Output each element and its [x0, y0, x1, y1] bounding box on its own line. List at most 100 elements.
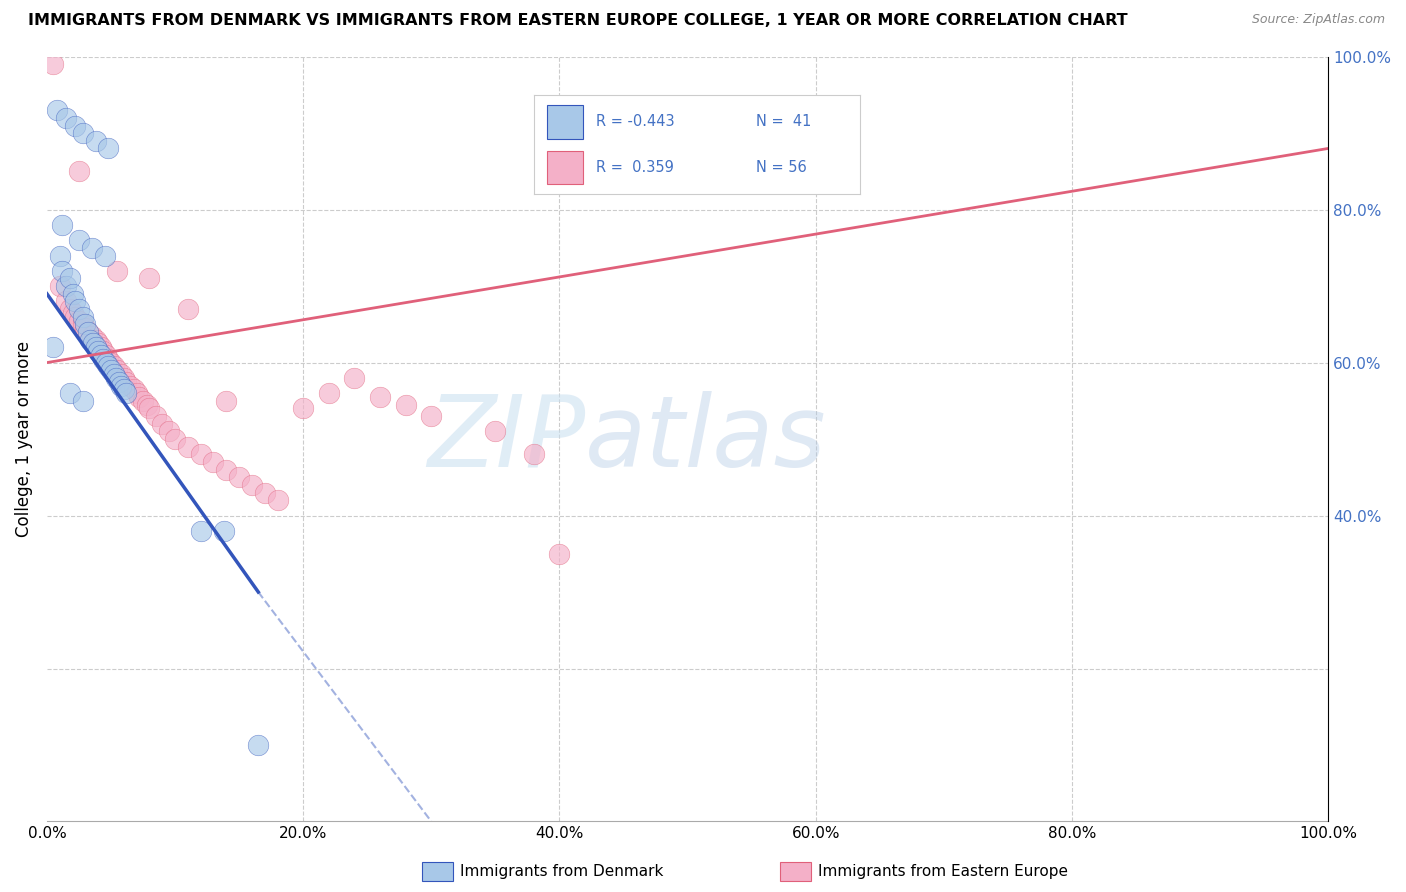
Point — [72, 318, 94, 332]
Point — [97, 351, 120, 366]
Point — [107, 375, 129, 389]
Point — [90, 348, 112, 362]
Point — [59, 301, 82, 316]
Point — [84, 340, 107, 354]
Point — [77, 325, 100, 339]
Point — [292, 401, 315, 416]
Point — [100, 355, 122, 369]
Point — [215, 463, 238, 477]
Point — [67, 301, 90, 316]
Point — [122, 383, 145, 397]
Point — [105, 371, 128, 385]
Point — [80, 328, 103, 343]
Point — [62, 286, 84, 301]
Point — [177, 301, 200, 316]
Point — [190, 524, 212, 538]
Point — [100, 363, 122, 377]
Point — [138, 401, 160, 416]
Point — [110, 367, 132, 381]
Point — [72, 393, 94, 408]
Text: ZIP: ZIP — [427, 391, 585, 488]
Point — [67, 233, 90, 247]
Point — [247, 738, 270, 752]
Point — [120, 378, 142, 392]
Point — [94, 355, 117, 369]
Point — [163, 432, 186, 446]
Point — [94, 348, 117, 362]
Y-axis label: College, 1 year or more: College, 1 year or more — [15, 341, 32, 537]
Point — [125, 386, 148, 401]
Point — [318, 386, 340, 401]
Point — [67, 313, 90, 327]
Point — [63, 310, 86, 324]
Point — [90, 340, 112, 354]
Point — [48, 248, 70, 262]
Point — [46, 103, 69, 118]
Point — [212, 524, 235, 538]
Text: Source: ZipAtlas.com: Source: ZipAtlas.com — [1251, 13, 1385, 27]
Point — [42, 340, 65, 354]
Point — [240, 478, 263, 492]
Point — [103, 359, 125, 374]
Point — [80, 241, 103, 255]
Point — [84, 134, 107, 148]
Point — [202, 455, 225, 469]
Point — [190, 447, 212, 461]
Point — [343, 371, 366, 385]
Point — [150, 417, 173, 431]
Point — [112, 371, 135, 385]
Point — [55, 279, 77, 293]
Text: Immigrants from Denmark: Immigrants from Denmark — [460, 864, 664, 879]
Point — [97, 141, 120, 155]
Point — [87, 344, 110, 359]
Point — [523, 447, 546, 461]
Point — [105, 264, 128, 278]
Point — [72, 126, 94, 140]
Point — [112, 383, 135, 397]
Point — [51, 264, 73, 278]
Point — [110, 378, 132, 392]
Point — [63, 119, 86, 133]
Point — [115, 375, 138, 389]
Text: IMMIGRANTS FROM DENMARK VS IMMIGRANTS FROM EASTERN EUROPE COLLEGE, 1 YEAR OR MOR: IMMIGRANTS FROM DENMARK VS IMMIGRANTS FR… — [28, 13, 1128, 29]
Point — [135, 398, 157, 412]
Point — [59, 386, 82, 401]
Point — [484, 425, 506, 439]
Point — [91, 351, 114, 366]
Point — [55, 111, 77, 125]
Point — [79, 333, 101, 347]
Point — [157, 425, 180, 439]
Point — [97, 359, 120, 374]
Point — [266, 493, 288, 508]
Point — [72, 310, 94, 324]
Point — [228, 470, 250, 484]
Point — [215, 393, 238, 408]
Text: atlas: atlas — [585, 391, 827, 488]
Point — [77, 325, 100, 339]
Point — [253, 485, 276, 500]
Point — [420, 409, 443, 424]
Point — [177, 440, 200, 454]
Point — [103, 367, 125, 381]
Point — [75, 318, 97, 332]
Point — [395, 398, 418, 412]
Point — [91, 344, 114, 359]
Point — [62, 306, 84, 320]
Point — [82, 336, 104, 351]
Point — [84, 333, 107, 347]
Point — [132, 393, 155, 408]
Point — [87, 336, 110, 351]
Point — [368, 390, 391, 404]
Point — [138, 271, 160, 285]
Point — [115, 386, 138, 401]
Point — [128, 390, 150, 404]
Text: Immigrants from Eastern Europe: Immigrants from Eastern Europe — [818, 864, 1069, 879]
Point — [59, 271, 82, 285]
Point — [48, 279, 70, 293]
Point — [105, 363, 128, 377]
Point — [93, 248, 115, 262]
Point — [548, 547, 571, 561]
Point — [55, 294, 77, 309]
Point — [63, 294, 86, 309]
Point — [67, 164, 90, 178]
